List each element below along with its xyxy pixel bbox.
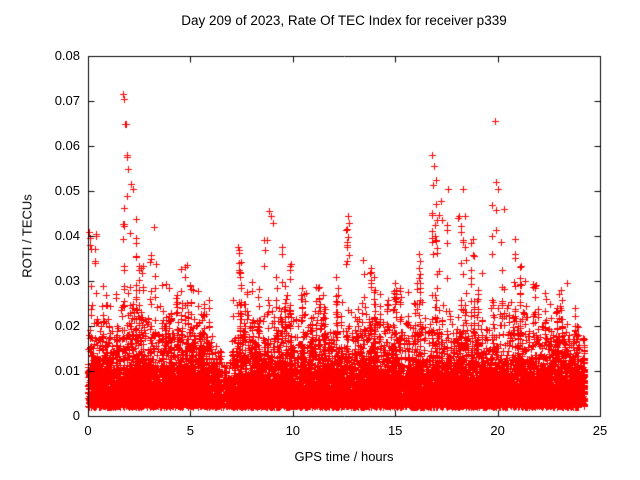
- chart-title: Day 209 of 2023, Rate Of TEC Index for r…: [181, 13, 507, 28]
- y-tick-label: 0.04: [54, 228, 80, 243]
- y-tick-label: 0.01: [54, 363, 80, 378]
- y-tick-label: 0.08: [54, 48, 80, 63]
- x-tick-label: 0: [84, 423, 92, 438]
- x-tick-label: 20: [490, 423, 505, 438]
- y-tick-label: 0.03: [54, 273, 80, 288]
- x-tick-label: 10: [285, 423, 301, 438]
- x-tick-label: 25: [592, 423, 608, 438]
- y-tick-label: 0: [72, 408, 80, 423]
- y-tick-label: 0.02: [54, 318, 80, 333]
- y-tick-label: 0.07: [54, 93, 80, 108]
- x-axis-label: GPS time / hours: [294, 449, 394, 464]
- x-tick-label: 5: [186, 423, 194, 438]
- x-tick-label: 15: [387, 423, 403, 438]
- y-tick-label: 0.06: [54, 138, 80, 153]
- y-tick-label: 0.05: [54, 183, 80, 198]
